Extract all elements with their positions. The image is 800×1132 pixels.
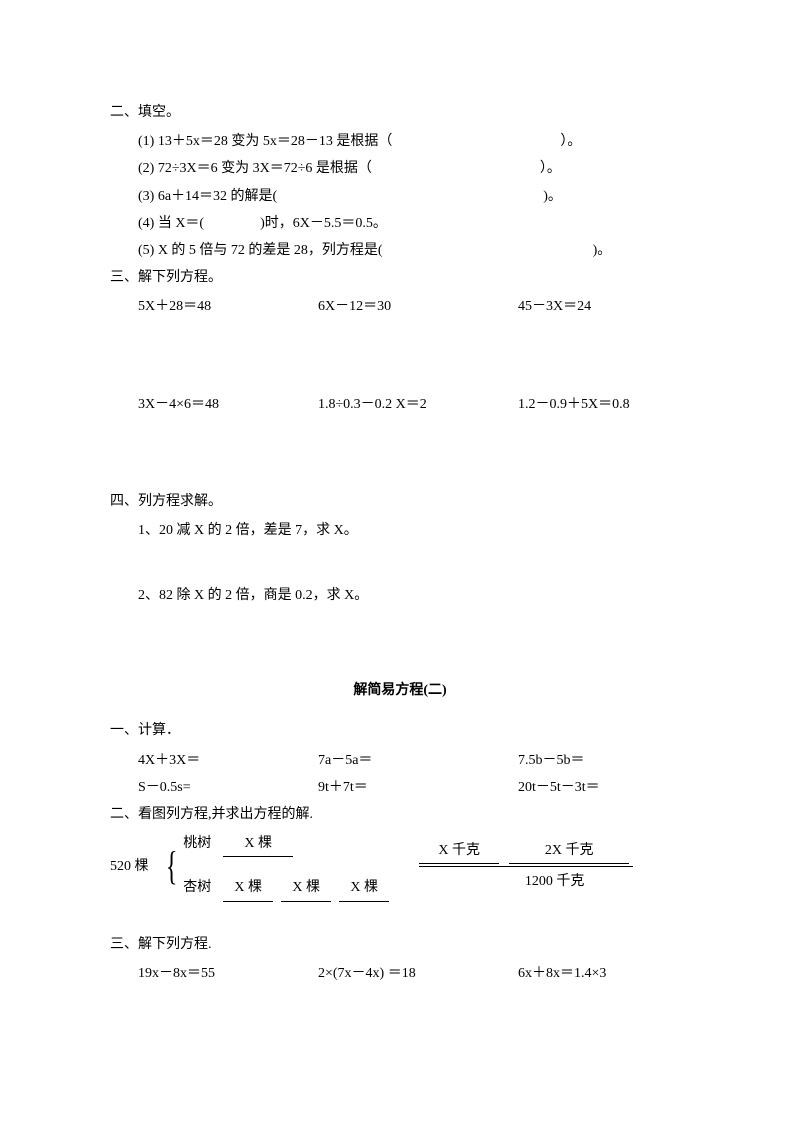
fill-item-2: (2) 72÷3X＝6 变为 3X＝72÷6 是根据（ ）。 [110, 156, 690, 181]
fill-item-1: (1) 13＋5x＝28 变为 5x＝28－13 是根据（ ）。 [110, 129, 690, 154]
section-2-title: 二、填空。 [110, 100, 690, 125]
part-2-title: 解简易方程(二) [110, 678, 690, 703]
section-3-title: 三、解下列方程。 [110, 265, 690, 290]
tree-total-label: 520 棵 [110, 854, 160, 879]
solve-1c: 6x＋8x＝1.4×3 [518, 961, 690, 986]
peach-seg: X 棵 [223, 831, 293, 857]
solve-1a: 19x－8x＝55 [138, 961, 318, 986]
weight-total: 1200 千克 [525, 867, 585, 894]
eq-1a: 5X＋28＝48 [138, 294, 318, 319]
apricot-line: 杏树 X 棵 X 棵 X 棵 [183, 875, 389, 901]
fill-item-4: (4) 当 X＝( )时，6X－5.5＝0.5。 [110, 211, 690, 236]
fill-item-5: (5) X 的 5 倍与 72 的差是 28，列方程是( )。 [110, 238, 690, 263]
p2-section-3-title: 三、解下列方程. [110, 932, 690, 957]
p2-section-1-title: 一、计算． [110, 718, 690, 743]
eq-2c: 1.2－0.9＋5X＝0.8 [518, 392, 690, 417]
peach-line: 桃树 X 棵 [183, 831, 389, 857]
p2-section-2-title: 二、看图列方程,并求出方程的解. [110, 802, 690, 827]
calc-row-2: S－0.5s= 9t＋7t＝ 20t－5t－3t＝ [110, 775, 690, 800]
apricot-seg-1: X 棵 [223, 875, 273, 901]
calc-row-1: 4X＋3X＝ 7a－5a＝ 7.5b－5b＝ [110, 748, 690, 773]
weight-seg-2: 2X 千克 [509, 838, 629, 864]
apricot-seg-3: X 棵 [339, 875, 389, 901]
weight-seg-1: X 千克 [419, 838, 499, 864]
solve-row-1: 19x－8x＝55 2×(7x－4x) ＝18 6x＋8x＝1.4×3 [110, 961, 690, 986]
weight-diagram: X 千克 2X 千克 1200 千克 [389, 838, 690, 894]
calc-2a: S－0.5s= [138, 775, 318, 800]
fill-item-3: (3) 6a＋14＝32 的解是( )。 [110, 184, 690, 209]
word-problem-1: 1、20 减 X 的 2 倍，差是 7，求 X。 [110, 518, 690, 543]
brace-icon: { [166, 846, 178, 886]
calc-1a: 4X＋3X＝ [138, 748, 318, 773]
tree-diagram: 520 棵 { 桃树 X 棵 杏树 X 棵 X 棵 X 棵 X 千克 2X 千克 [110, 831, 690, 901]
apricot-seg-2: X 棵 [281, 875, 331, 901]
section-4-title: 四、列方程求解。 [110, 489, 690, 514]
peach-label: 桃树 [183, 831, 211, 856]
eq-2a: 3X－4×6＝48 [138, 392, 318, 417]
calc-1b: 7a－5a＝ [318, 748, 518, 773]
word-problem-2: 2、82 除 X 的 2 倍，商是 0.2，求 X。 [110, 583, 690, 608]
solve-1b: 2×(7x－4x) ＝18 [318, 961, 518, 986]
equation-row-2: 3X－4×6＝48 1.8÷0.3－0.2 X＝2 1.2－0.9＋5X＝0.8 [110, 392, 690, 417]
equation-row-1: 5X＋28＝48 6X－12＝30 45－3X＝24 [110, 294, 690, 319]
calc-2c: 20t－5t－3t＝ [518, 775, 690, 800]
apricot-label: 杏树 [183, 875, 211, 900]
calc-1c: 7.5b－5b＝ [518, 748, 690, 773]
calc-2b: 9t＋7t＝ [318, 775, 518, 800]
eq-1b: 6X－12＝30 [318, 294, 518, 319]
eq-1c: 45－3X＝24 [518, 294, 690, 319]
eq-2b: 1.8÷0.3－0.2 X＝2 [318, 392, 518, 417]
